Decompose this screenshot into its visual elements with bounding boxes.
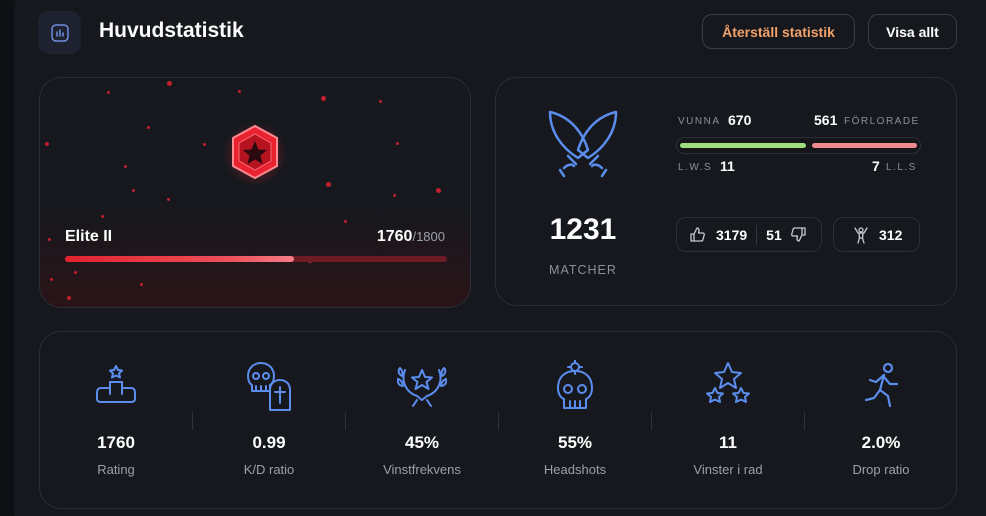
bar-chart-icon <box>38 11 81 54</box>
reset-stats-button[interactable]: Återställ statistik <box>702 14 855 49</box>
rank-progress-fill <box>65 256 295 262</box>
thumbs-up-icon[interactable] <box>689 226 706 243</box>
star-hexagon-badge-icon <box>223 122 287 186</box>
won-count: 670 <box>728 112 752 128</box>
lost-count: 561 <box>814 112 838 128</box>
win-loss-bar <box>676 137 921 154</box>
stat-value: 45% <box>404 433 440 452</box>
running-man-icon <box>864 362 899 408</box>
stat-value: 55% <box>557 433 593 452</box>
matches-label: MATCHER <box>549 263 617 277</box>
stat-label: Headshots <box>543 462 607 477</box>
rank-card: Elite II 1760/1800 <box>39 77 471 308</box>
stat-label: Rating <box>97 462 135 477</box>
lws-label: L.W.S <box>678 162 713 173</box>
stat-drop-ratio: 2.0% Drop ratio <box>805 332 956 508</box>
mvp-pill: 312 <box>833 217 920 252</box>
rating-podium-icon <box>96 365 136 403</box>
stats-card: 1760 Rating 0.99 K/D ratio <box>39 331 957 509</box>
votes-pill: 3179 51 <box>676 217 822 252</box>
stat-kd-ratio: 0.99 K/D ratio <box>193 332 345 508</box>
thumbs-down-icon[interactable] <box>790 226 807 243</box>
lls-label: L.L.S <box>886 162 917 173</box>
stat-value: 2.0% <box>861 433 901 452</box>
stat-label: Drop ratio <box>852 462 910 477</box>
dislikes-count: 51 <box>766 226 782 243</box>
lls-value: 7 <box>872 158 880 174</box>
stat-label: K/D ratio <box>243 462 295 477</box>
three-stars-icon <box>706 362 750 403</box>
win-segment <box>680 143 806 148</box>
stat-win-rate: 45% Vinstfrekvens <box>346 332 498 508</box>
stat-rating: 1760 Rating <box>40 332 192 508</box>
lost-label: FÖRLORADE <box>844 116 920 127</box>
stat-win-streak: 11 Vinster i rad <box>652 332 804 508</box>
page-title: Huvudstatistik <box>99 19 244 42</box>
stat-value: 11 <box>719 433 737 452</box>
loss-segment <box>811 143 917 148</box>
matches-count: 1231 <box>549 213 617 246</box>
rank-name: Elite II <box>65 228 113 245</box>
show-all-button[interactable]: Visa allt <box>868 14 957 49</box>
rank-progress-bar <box>65 256 447 262</box>
laurel-star-icon <box>397 367 447 407</box>
rank-score: 1760/1800 <box>376 228 445 245</box>
stat-label: Vinstfrekvens <box>383 462 461 477</box>
likes-count: 3179 <box>716 226 748 243</box>
skull-crosshair-icon <box>557 360 593 409</box>
stat-headshots: 55% Headshots <box>499 332 651 508</box>
crossed-swords-icon <box>548 110 618 178</box>
stat-value: 1760 <box>97 433 135 452</box>
stat-value: 0.99 <box>252 433 286 452</box>
matches-card: 1231 MATCHER VUNNA 670 561 FÖRLORADE L.W… <box>495 77 957 306</box>
lws-value: 11 <box>720 158 735 174</box>
skull-tombstone-icon <box>247 362 291 411</box>
stat-label: Vinster i rad <box>693 462 763 477</box>
mvp-count: 312 <box>879 226 903 243</box>
won-label: VUNNA <box>678 116 721 127</box>
trophy-person-icon <box>854 226 868 244</box>
